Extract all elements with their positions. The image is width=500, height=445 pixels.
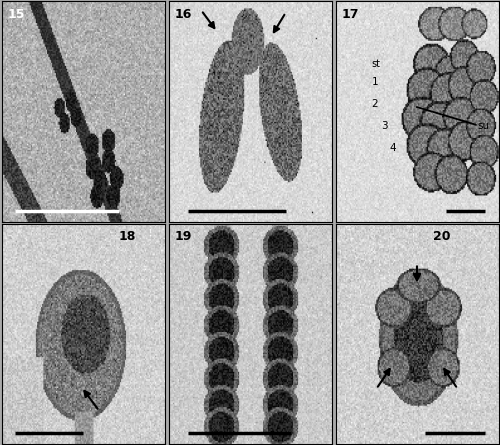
Text: 16: 16 — [175, 8, 192, 21]
Text: 4: 4 — [390, 143, 396, 153]
Text: 15: 15 — [8, 8, 25, 21]
Text: 20: 20 — [434, 231, 451, 243]
Text: 17: 17 — [342, 8, 359, 21]
Text: 1: 1 — [372, 77, 378, 87]
Text: 2: 2 — [372, 99, 378, 109]
Text: 3: 3 — [381, 121, 388, 131]
Text: 19: 19 — [175, 231, 192, 243]
Text: st: st — [372, 60, 380, 69]
Text: su: su — [478, 121, 490, 131]
Text: 18: 18 — [119, 231, 136, 243]
